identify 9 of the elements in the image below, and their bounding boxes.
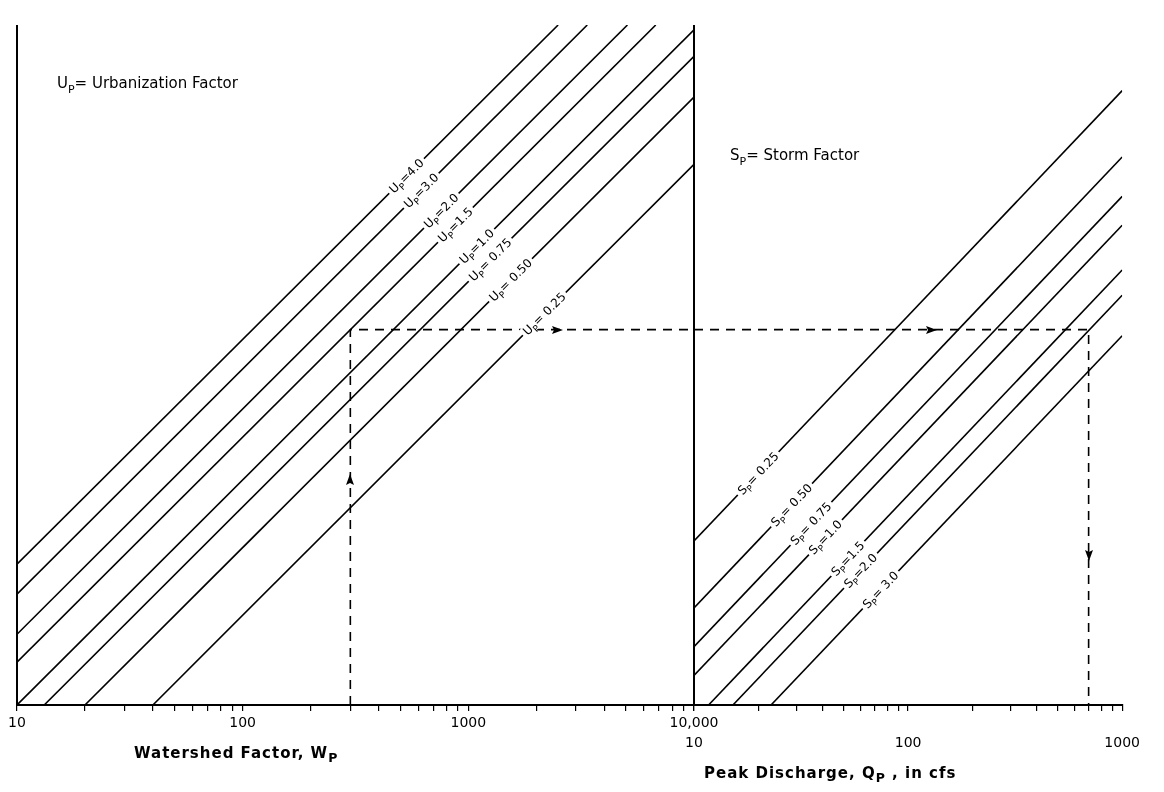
x-tick-label: 1000 [450, 714, 487, 731]
x-axis-title: Watershed Factor, W$_{P}$ [134, 744, 339, 765]
x-tick-label: 1000 [1104, 734, 1141, 751]
x-axis-title: Peak Discharge, Q$_{P}$ , in cfs [704, 764, 957, 785]
x-tick-label: 100 [894, 734, 922, 751]
x-tick-label: 10 [685, 734, 703, 751]
x-tick-label: 100 [229, 714, 257, 731]
x-tick-label: 10 [8, 714, 26, 731]
x-tick-label: 10,000 [669, 714, 719, 731]
